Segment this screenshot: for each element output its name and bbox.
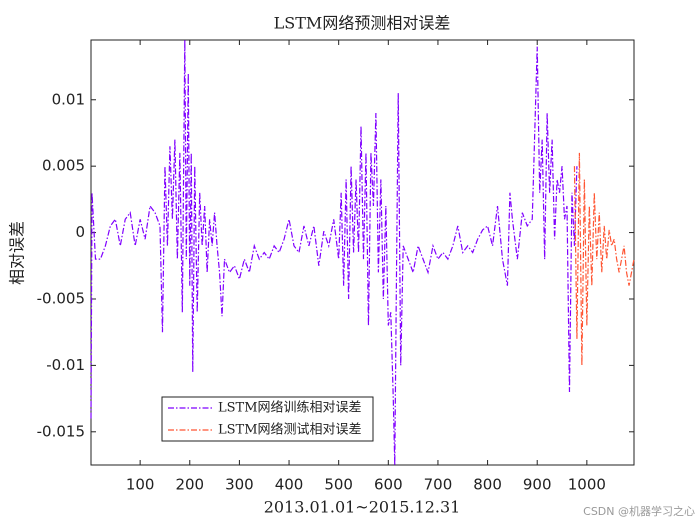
x-tick-label: 400 [275,476,304,494]
y-tick-label: -0.01 [46,356,85,374]
legend-label: LSTM网络测试相对误差 [218,422,362,438]
x-tick-label: 200 [175,476,204,494]
legend-box [161,396,374,442]
legend-label: LSTM网络训练相对误差 [218,400,362,416]
y-tick-label: -0.005 [37,289,85,307]
x-tick-label: 500 [324,476,353,494]
series-line [90,39,578,466]
x-tick-label: 700 [424,476,453,494]
y-tick-label: 0.01 [52,90,85,108]
chart-title: LSTM网络预测相对误差 [274,14,451,33]
y-axis-label: 相对误差 [8,221,27,285]
x-tick-label: 300 [225,476,254,494]
y-tick-label: 0 [75,223,85,241]
x-tick-label: 900 [523,476,552,494]
y-tick-label: 0.005 [42,157,85,175]
series-line [573,152,635,366]
x-tick-label: 1000 [568,476,606,494]
y-tick-label: -0.015 [37,422,85,440]
x-tick-label: 600 [374,476,403,494]
x-axis-label: 2013.01.01~2015.12.31 [264,498,461,517]
x-tick-label: 800 [473,476,502,494]
watermark: CSDN @机器学习之心 [583,504,695,518]
x-tick-label: 100 [126,476,155,494]
